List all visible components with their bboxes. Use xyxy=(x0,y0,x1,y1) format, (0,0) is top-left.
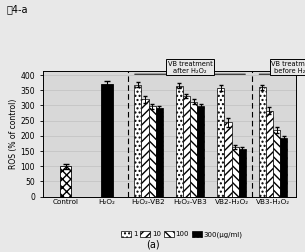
Text: VB treatment
after H₂O₂: VB treatment after H₂O₂ xyxy=(168,60,212,74)
Bar xyxy=(197,106,204,197)
Bar xyxy=(183,96,190,197)
Bar xyxy=(149,106,156,197)
Bar xyxy=(217,88,224,197)
Y-axis label: ROS (% of control): ROS (% of control) xyxy=(9,98,18,169)
Text: 围4-a: 围4-a xyxy=(6,4,27,14)
Bar xyxy=(142,99,149,197)
Bar xyxy=(156,108,163,197)
Bar xyxy=(280,138,287,197)
Bar xyxy=(101,84,113,197)
Bar xyxy=(273,130,280,197)
Bar xyxy=(190,102,197,197)
Bar xyxy=(135,85,142,197)
Bar xyxy=(266,111,273,197)
Text: (a): (a) xyxy=(146,239,159,249)
Bar xyxy=(259,87,266,197)
Bar xyxy=(231,147,239,197)
Text: VB treatment
before H₂O₂: VB treatment before H₂O₂ xyxy=(271,60,305,74)
Bar xyxy=(224,122,231,197)
Bar xyxy=(176,86,183,197)
Bar xyxy=(239,149,246,197)
Bar xyxy=(60,166,71,197)
Legend: 1, 10, 100, 300(μg/ml): 1, 10, 100, 300(μg/ml) xyxy=(118,228,246,240)
